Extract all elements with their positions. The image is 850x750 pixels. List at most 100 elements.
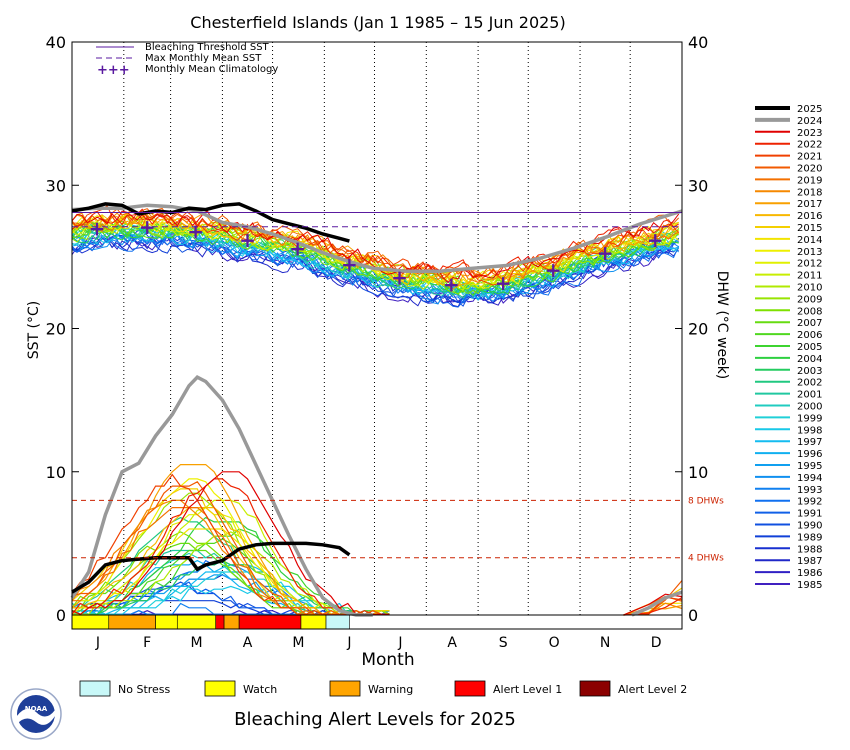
alert-segment — [71, 614, 110, 630]
year-legend-label: 2005 — [797, 342, 822, 353]
y2-axis-label: DHW (°C week) — [714, 271, 730, 380]
dhw-line-2024 — [70, 375, 373, 617]
threshold-legend-label: Bleaching Threshold SST — [145, 42, 270, 53]
sst-line-2011 — [71, 212, 680, 291]
year-legend-label: 2001 — [797, 390, 822, 401]
year-legend-label: 1993 — [797, 485, 822, 496]
year-legend-label: 2006 — [797, 330, 822, 341]
sst-line-1992 — [71, 230, 680, 304]
climatology-marker: + — [443, 273, 460, 297]
y2-tick-label: 40 — [688, 33, 708, 52]
climatology-marker: + — [187, 220, 204, 244]
year-legend-label: 1996 — [797, 449, 822, 460]
year-legend-label: 2022 — [797, 140, 822, 151]
year-legend-label: 1990 — [797, 521, 822, 532]
year-legend-label: 2004 — [797, 354, 822, 365]
alert-segment — [155, 614, 178, 630]
year-legend-label: 2012 — [797, 259, 822, 270]
dhw-line-2019 — [72, 507, 390, 615]
y-tick-label: 0 — [56, 606, 66, 625]
mmm-legend-label: Max Monthly Mean SST — [145, 53, 262, 64]
climatology-marker: + — [495, 271, 512, 295]
x-tick-label: A — [447, 635, 457, 651]
alert-segment — [300, 614, 327, 630]
climatology-marker: + — [139, 215, 156, 239]
alert-legend-label: Alert Level 1 — [493, 683, 562, 696]
alert-level-legend: No Stress Watch Warning Alert Level 1 Alert … — [79, 680, 687, 697]
y2-tick-label: 20 — [688, 320, 708, 339]
year-legend-label: 1989 — [797, 532, 822, 543]
sst-line-1994 — [71, 231, 679, 305]
x-tick-label: M — [292, 635, 304, 651]
x-tick-label: A — [243, 635, 253, 651]
footer-title: Bleaching Alert Levels for 2025 — [234, 709, 516, 730]
year-legend-label: 1987 — [797, 556, 822, 567]
year-legend-label: 2011 — [797, 271, 822, 282]
x-tick-label: O — [549, 635, 560, 651]
noaa-logo-icon: NOAA — [10, 688, 62, 740]
year-legend-label: 2007 — [797, 318, 822, 329]
noaa-logo-text: NOAA — [25, 705, 48, 713]
year-legend-label: 2014 — [797, 235, 822, 246]
x-tick-label: D — [651, 635, 662, 651]
y2-tick-label: 10 — [688, 463, 708, 482]
alert-segment — [238, 614, 302, 630]
year-legend-label: 2010 — [797, 283, 822, 294]
dhw-line-2025 — [71, 541, 351, 594]
year-legend: 2025202420232022202120202019201820172016… — [755, 104, 822, 591]
climatology-marker: + — [597, 241, 614, 265]
climatology-marker: + — [341, 252, 358, 276]
alert-legend-swatch — [79, 680, 111, 697]
y-axis-label: SST (°C) — [26, 301, 42, 359]
alert-legend-label: Watch — [243, 683, 277, 696]
reference-lines: + + + + + + + + + + + +8 DHWs 4 DHWs — [72, 211, 724, 564]
alert-segment — [215, 614, 225, 630]
alert-segment — [325, 614, 350, 630]
plot-legend: Bleaching Threshold SST Max Monthly Mean… — [96, 42, 278, 78]
dhw-line-2024-december — [631, 590, 683, 617]
climatology-marker: + — [89, 217, 106, 241]
y-tick-label: 10 — [46, 463, 66, 482]
sst-line-2006 — [71, 221, 680, 296]
alert-segment — [176, 614, 217, 630]
year-legend-label: 2020 — [797, 164, 822, 175]
sst-line-2024 — [71, 203, 683, 273]
year-legend-label: 2019 — [797, 175, 822, 186]
sst-line-1985 — [71, 234, 679, 304]
climatology-marker: + — [289, 237, 306, 261]
x-tick-label: N — [600, 635, 610, 651]
alert-legend-swatch — [454, 680, 486, 697]
year-legend-label: 1991 — [797, 509, 822, 520]
year-legend-label: 1994 — [797, 473, 822, 484]
year-legend-label: 2000 — [797, 402, 822, 413]
year-series — [70, 202, 683, 617]
y-tick-label: 30 — [46, 176, 66, 195]
year-legend-label: 2016 — [797, 211, 822, 222]
alert-legend-swatch — [204, 680, 236, 697]
year-legend-label: 1995 — [797, 461, 822, 472]
x-tick-label: J — [346, 635, 351, 651]
dhw-ref-label: 4 DHWs — [688, 554, 724, 564]
x-axis-label: Month — [361, 650, 414, 670]
alert-legend-label: No Stress — [118, 683, 171, 696]
alert-segment — [223, 614, 240, 630]
year-legend-label: 1985 — [797, 580, 822, 591]
dhw-line-2023 — [71, 471, 390, 615]
alert-legend-label: Warning — [368, 683, 413, 696]
year-legend-label: 1992 — [797, 497, 822, 508]
y2-tick-label: 30 — [688, 176, 708, 195]
climatology-marker: + — [545, 258, 562, 282]
climatology-legend-swatch: +++ — [97, 63, 130, 78]
x-tick-label: F — [143, 635, 151, 651]
climatology-marker: + — [239, 228, 256, 252]
sst-line-2025 — [71, 202, 350, 243]
alert-legend-swatch — [329, 680, 361, 697]
year-legend-label: 2008 — [797, 306, 822, 317]
year-legend-label: 2021 — [797, 152, 822, 163]
year-legend-label: 2017 — [797, 199, 822, 210]
year-legend-label: 2023 — [797, 128, 822, 139]
chart-title: Chesterfield Islands (Jan 1 1985 – 15 Ju… — [190, 13, 565, 32]
axes: 0 0 10 10 20 20 30 30 40 40 J F M A M J J A S O N D — [46, 33, 709, 651]
dhw-ref-label: 8 DHWs — [688, 496, 724, 506]
